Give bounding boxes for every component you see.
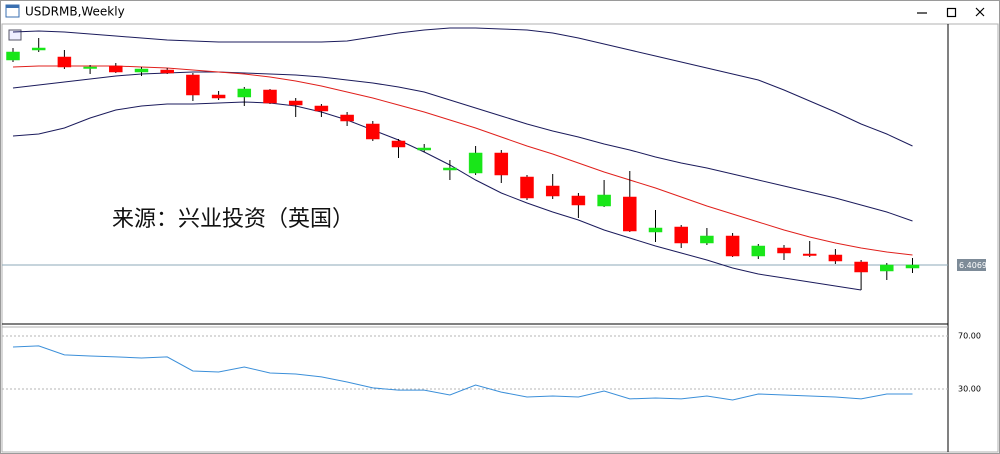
- candle-body: [880, 264, 894, 272]
- chart-icon: [8, 29, 22, 41]
- candle-body: [366, 123, 380, 140]
- candle-body: [802, 253, 817, 256]
- candle-body: [545, 185, 560, 197]
- candle-body: [520, 176, 534, 199]
- chart-frame: [1, 23, 999, 453]
- maximize-button[interactable]: [946, 7, 957, 18]
- candle-body: [340, 114, 354, 122]
- window-icon-bar: [6, 5, 19, 8]
- candle-body: [648, 227, 663, 233]
- candle-body: [263, 89, 277, 104]
- candle-body: [623, 196, 637, 232]
- candle-body: [443, 167, 457, 171]
- close-button[interactable]: [975, 7, 985, 17]
- window-title: USDRMB,Weekly: [25, 5, 125, 19]
- candle-body: [725, 235, 740, 257]
- candle-body: [160, 69, 174, 74]
- indicator-line: [12, 65, 913, 256]
- candle-body: [57, 56, 72, 68]
- candle-body: [828, 254, 843, 262]
- candle-body: [211, 94, 226, 99]
- candle-body: [417, 147, 431, 151]
- candle-body: [109, 65, 123, 73]
- candle-body: [700, 235, 714, 244]
- candle-body: [83, 66, 97, 69]
- annotation: 来源：兴业投资（英国）: [112, 207, 354, 232]
- candle-body: [391, 140, 406, 148]
- candle-body: [186, 74, 200, 96]
- current-price-label: 6.4069: [959, 261, 987, 270]
- candle-body: [777, 247, 791, 254]
- rsi-line: [12, 345, 913, 401]
- candle-body: [314, 105, 329, 112]
- candle-body: [288, 100, 303, 106]
- candle-body: [751, 245, 766, 257]
- candle-body: [905, 264, 920, 269]
- indicator-line: [12, 101, 862, 291]
- candle-body: [237, 88, 252, 98]
- candle-body: [854, 261, 868, 273]
- title-bar: USDRMB,Weekly: [5, 4, 985, 19]
- current-price-box: [957, 259, 986, 271]
- level-label: 30.00: [958, 385, 981, 394]
- candle-body: [674, 226, 688, 244]
- candle-body: [571, 195, 586, 206]
- candle-body: [31, 47, 46, 51]
- candle-body: [597, 194, 611, 207]
- candle-body: [6, 51, 20, 61]
- candle-body: [134, 68, 149, 73]
- candle-body: [468, 152, 483, 174]
- candle-body: [494, 152, 509, 176]
- level-label: 70.00: [958, 331, 981, 340]
- indicator-line: [12, 27, 913, 147]
